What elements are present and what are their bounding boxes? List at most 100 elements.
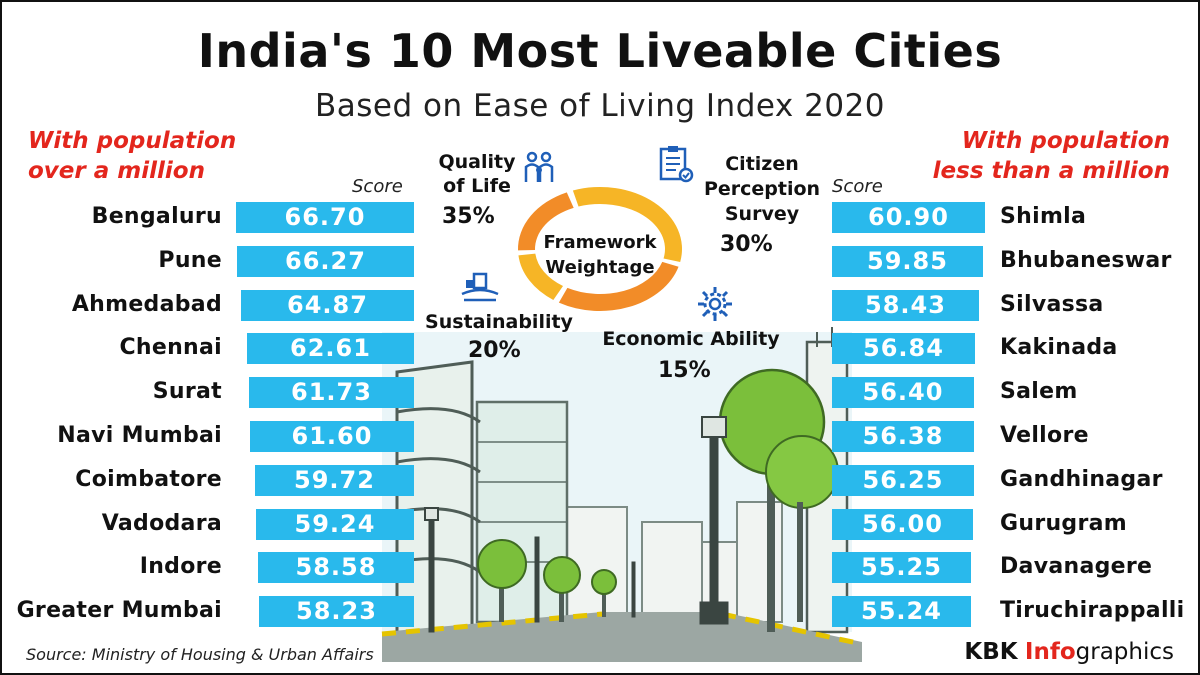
right-score-value: 59.85 xyxy=(867,247,948,275)
right-score-bar xyxy=(832,246,983,277)
right-score-label: Score xyxy=(832,176,883,197)
donut-center-label: Framework Weightage xyxy=(540,230,660,280)
survey-clipboard-icon xyxy=(659,146,694,183)
left-score-value: 66.27 xyxy=(285,247,366,275)
donut-center-line-1: Framework xyxy=(543,232,657,253)
left-group-label: With population over a million xyxy=(28,126,236,186)
right-city-name: Salem xyxy=(1000,379,1078,404)
quality-of-life-pct: 35% xyxy=(442,204,495,229)
right-score-bar xyxy=(832,552,971,583)
brand-graphics: graphics xyxy=(1075,639,1174,665)
left-group-label-line-2: over a million xyxy=(28,158,205,184)
left-score-bar xyxy=(250,421,414,452)
right-city-name: Gandhinagar xyxy=(1000,467,1163,492)
left-score-bar xyxy=(241,290,414,321)
left-city-name: Ahmedabad xyxy=(71,292,222,317)
donut-hole xyxy=(536,205,664,293)
trees xyxy=(477,368,839,632)
right-group-label-line-1: With population xyxy=(961,128,1170,154)
brand-logo: KBK Infographics xyxy=(964,639,1174,665)
citizen-perception-label: Citizen Perception Survey xyxy=(692,152,832,227)
right-group-label-line-2: less than a million xyxy=(932,158,1170,184)
quality-of-life-line-2: of Life xyxy=(443,175,511,197)
left-city-name: Vadodara xyxy=(101,511,222,536)
left-city-name: Indore xyxy=(139,554,222,579)
sustainability-line-1: Sustainability xyxy=(425,311,573,333)
citizen-perception-slice xyxy=(558,261,679,311)
left-score-value: 59.24 xyxy=(294,510,376,538)
right-score-bar xyxy=(832,290,979,321)
right-score-bar xyxy=(832,596,971,627)
left-score-value: 58.58 xyxy=(295,553,377,581)
left-score-bar xyxy=(237,246,414,277)
right-score-value: 56.25 xyxy=(862,466,944,494)
left-score-value: 64.87 xyxy=(287,291,368,319)
left-score-bar xyxy=(256,509,414,540)
street-lamps xyxy=(424,416,729,633)
right-group-label: With population less than a million xyxy=(933,126,1170,186)
left-city-name: Greater Mumbai xyxy=(16,598,222,623)
left-city-name: Coimbatore xyxy=(75,467,222,492)
people-icon xyxy=(524,151,554,182)
donut-center-line-2: Weightage xyxy=(545,257,655,278)
left-city-name: Bengaluru xyxy=(91,204,222,229)
right-city-name: Kakinada xyxy=(1000,335,1118,360)
right-score-bar xyxy=(832,333,975,364)
right-score-bar xyxy=(832,421,974,452)
left-score-bar xyxy=(247,333,414,364)
brand-kbk: KBK xyxy=(964,639,1018,665)
source-note: Source: Ministry of Housing & Urban Affa… xyxy=(26,645,374,664)
sustainability-slice xyxy=(518,192,574,251)
left-score-value: 66.70 xyxy=(284,203,366,231)
left-score-value: 58.23 xyxy=(296,597,377,625)
quality-of-life-line-1: Quality xyxy=(438,151,516,173)
right-city-name: Davanagere xyxy=(1000,554,1153,579)
left-score-value: 61.60 xyxy=(291,422,373,450)
right-score-value: 56.84 xyxy=(863,334,944,362)
sustainability-pct: 20% xyxy=(468,338,521,363)
quality-of-life-label: Quality of Life xyxy=(432,150,522,198)
road xyxy=(381,611,863,662)
right-city-name: Bhubaneswar xyxy=(1000,248,1172,273)
left-score-bar xyxy=(258,552,414,583)
left-city-name: Pune xyxy=(158,248,222,273)
left-score-value: 59.72 xyxy=(294,466,375,494)
right-score-value: 55.24 xyxy=(861,597,942,625)
economic-ability-slice xyxy=(518,253,564,300)
right-score-value: 56.38 xyxy=(862,422,944,450)
page-title: India's 10 Most Liveable Cities xyxy=(197,24,1003,78)
left-group-label-line-1: With population xyxy=(28,128,237,154)
right-score-value: 60.90 xyxy=(868,203,949,231)
right-score-value: 56.40 xyxy=(862,378,944,406)
right-score-value: 58.43 xyxy=(865,291,946,319)
right-score-bar xyxy=(832,202,985,233)
right-city-name: Gurugram xyxy=(1000,511,1127,536)
right-city-name: Tiruchirappalli xyxy=(1000,598,1185,623)
sustainability-label: Sustainability xyxy=(424,310,574,334)
page-subtitle: Based on Ease of Living Index 2020 xyxy=(315,88,885,124)
citizen-perception-line-2: Perception xyxy=(703,178,821,200)
sustainability-icon xyxy=(461,272,499,302)
right-city-name: Vellore xyxy=(1000,423,1089,448)
right-city-name: Shimla xyxy=(1000,204,1087,229)
left-score-bar xyxy=(255,465,414,496)
right-score-bar xyxy=(832,465,974,496)
left-city-name: Surat xyxy=(152,379,222,404)
left-score-bar xyxy=(249,377,414,408)
quality-of-life-slice xyxy=(572,187,682,263)
left-city-name: Chennai xyxy=(119,335,222,360)
brand-info: Info xyxy=(1024,639,1076,665)
left-score-bar xyxy=(236,202,414,233)
right-score-value: 56.00 xyxy=(862,510,943,538)
left-score-value: 62.61 xyxy=(290,334,371,362)
citizen-perception-line-3: Survey xyxy=(724,203,800,225)
citizen-perception-line-1: Citizen xyxy=(725,153,799,175)
framework-donut-chart xyxy=(518,187,682,311)
right-score-bar xyxy=(832,509,973,540)
left-score-label: Score xyxy=(352,176,403,197)
right-city-name: Silvassa xyxy=(1000,292,1104,317)
left-score-value: 61.73 xyxy=(291,378,372,406)
right-score-bar xyxy=(832,377,974,408)
gear-icon xyxy=(698,287,732,321)
